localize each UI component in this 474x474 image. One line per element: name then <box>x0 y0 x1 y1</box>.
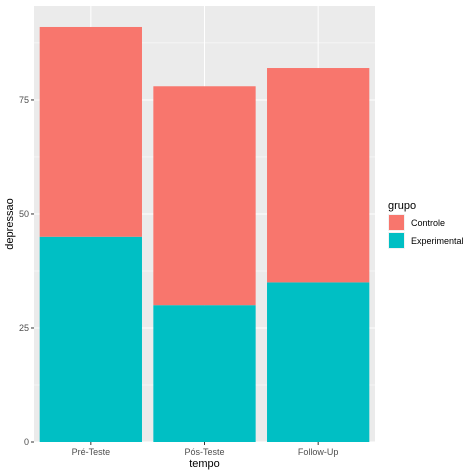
bar-experimental-3 <box>267 282 370 442</box>
legend-key-experimental <box>389 233 404 248</box>
legend-label-experimental: Experimental <box>411 236 464 246</box>
bar-experimental-1 <box>39 236 142 442</box>
x-tick-label: Pré-Teste <box>72 447 111 457</box>
legend: grupo Controle Experimental <box>388 200 464 249</box>
y-tick-label: 0 <box>24 437 29 447</box>
legend-title: grupo <box>388 200 416 212</box>
bar-controle-2 <box>153 86 256 306</box>
bar-experimental-2 <box>153 305 256 442</box>
x-axis: Pré-Teste Pós-Teste Follow-Up <box>72 442 339 457</box>
y-tick-label: 50 <box>19 209 29 219</box>
legend-label-controle: Controle <box>411 218 445 228</box>
y-tick-label: 25 <box>19 323 29 333</box>
x-tick-label: Follow-Up <box>298 447 339 457</box>
bars <box>39 26 370 442</box>
y-axis-title: depressao <box>4 198 16 249</box>
x-tick-label: Pós-Teste <box>184 447 224 457</box>
legend-key-controle <box>389 215 404 230</box>
bar-controle-3 <box>267 68 370 283</box>
y-axis: 0 25 50 75 <box>19 95 34 447</box>
x-axis-title: tempo <box>189 458 220 470</box>
bar-controle-1 <box>39 26 142 237</box>
y-tick-label: 75 <box>19 95 29 105</box>
